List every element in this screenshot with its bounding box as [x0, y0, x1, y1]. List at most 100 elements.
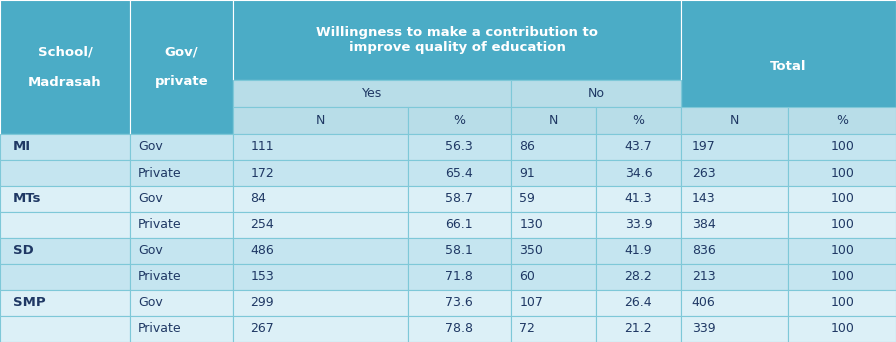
Text: No: No — [588, 87, 604, 100]
Text: 33.9: 33.9 — [625, 219, 652, 232]
Text: 71.8: 71.8 — [445, 271, 473, 284]
Text: 73.6: 73.6 — [445, 297, 473, 310]
Bar — [788, 238, 896, 264]
Bar — [233, 316, 408, 342]
Bar — [408, 238, 511, 264]
Text: 111: 111 — [251, 141, 274, 154]
Text: 143: 143 — [692, 193, 715, 206]
Bar — [408, 186, 511, 212]
Bar — [596, 264, 681, 290]
Bar — [681, 238, 788, 264]
Bar — [233, 264, 408, 290]
Bar — [0, 290, 130, 316]
Bar — [596, 212, 681, 238]
Bar — [408, 264, 511, 290]
Bar — [233, 107, 408, 134]
Bar — [596, 316, 681, 342]
Bar — [681, 134, 788, 160]
Bar — [233, 212, 408, 238]
Text: MI: MI — [13, 141, 31, 154]
Bar — [408, 134, 511, 160]
Text: SMP: SMP — [13, 297, 46, 310]
Bar — [130, 0, 233, 134]
Bar — [0, 238, 130, 264]
Text: 100: 100 — [831, 141, 854, 154]
Text: 486: 486 — [251, 245, 274, 258]
Bar — [130, 212, 233, 238]
Bar — [596, 238, 681, 264]
Bar — [0, 186, 130, 212]
Text: 26.4: 26.4 — [625, 297, 652, 310]
Text: Gov/

private: Gov/ private — [155, 45, 208, 89]
Text: 100: 100 — [831, 219, 854, 232]
Text: 100: 100 — [831, 323, 854, 336]
Bar — [0, 160, 130, 186]
Bar — [511, 212, 596, 238]
Text: 350: 350 — [520, 245, 543, 258]
Bar — [788, 212, 896, 238]
Bar — [233, 186, 408, 212]
Text: N: N — [548, 114, 558, 127]
Text: %: % — [836, 114, 849, 127]
Text: Gov: Gov — [138, 193, 163, 206]
Text: 197: 197 — [692, 141, 716, 154]
Text: 213: 213 — [692, 271, 715, 284]
Text: Willingness to make a contribution to
improve quality of education: Willingness to make a contribution to im… — [316, 26, 598, 54]
Bar — [788, 186, 896, 212]
Bar — [408, 160, 511, 186]
Text: 130: 130 — [520, 219, 543, 232]
Bar — [511, 316, 596, 342]
Bar — [596, 160, 681, 186]
Text: Private: Private — [138, 167, 182, 180]
Text: 254: 254 — [251, 219, 274, 232]
Bar — [511, 264, 596, 290]
Bar — [0, 0, 130, 134]
Bar — [596, 290, 681, 316]
Text: 100: 100 — [831, 271, 854, 284]
Bar — [408, 107, 511, 134]
Bar — [408, 316, 511, 342]
Text: 263: 263 — [692, 167, 715, 180]
Bar — [788, 107, 896, 134]
Text: 84: 84 — [251, 193, 266, 206]
Bar — [511, 290, 596, 316]
Bar — [408, 290, 511, 316]
Text: 21.2: 21.2 — [625, 323, 652, 336]
Text: 172: 172 — [251, 167, 274, 180]
Text: 59: 59 — [520, 193, 535, 206]
Text: 153: 153 — [251, 271, 274, 284]
Bar — [788, 264, 896, 290]
Text: Private: Private — [138, 219, 182, 232]
Bar — [511, 238, 596, 264]
Text: 56.3: 56.3 — [445, 141, 473, 154]
Bar — [130, 238, 233, 264]
Text: N: N — [730, 114, 739, 127]
Bar — [681, 0, 896, 134]
Bar — [233, 0, 681, 80]
Text: 72: 72 — [520, 323, 535, 336]
Text: 66.1: 66.1 — [445, 219, 473, 232]
Text: Gov: Gov — [138, 141, 163, 154]
Text: 65.4: 65.4 — [445, 167, 473, 180]
Bar — [130, 264, 233, 290]
Bar — [596, 107, 681, 134]
Bar — [788, 316, 896, 342]
Text: School/

Madrasah: School/ Madrasah — [28, 45, 102, 89]
Text: 41.9: 41.9 — [625, 245, 652, 258]
Bar — [681, 290, 788, 316]
Bar — [788, 134, 896, 160]
Text: N: N — [315, 114, 325, 127]
Text: 86: 86 — [520, 141, 535, 154]
Text: Total: Total — [771, 61, 806, 74]
Bar — [408, 212, 511, 238]
Text: 60: 60 — [520, 271, 535, 284]
Bar — [511, 107, 596, 134]
Text: 100: 100 — [831, 245, 854, 258]
Text: Private: Private — [138, 271, 182, 284]
Text: Gov: Gov — [138, 297, 163, 310]
Bar — [233, 290, 408, 316]
Text: MTs: MTs — [13, 193, 41, 206]
Bar — [130, 134, 233, 160]
Text: 100: 100 — [831, 193, 854, 206]
Bar — [511, 160, 596, 186]
